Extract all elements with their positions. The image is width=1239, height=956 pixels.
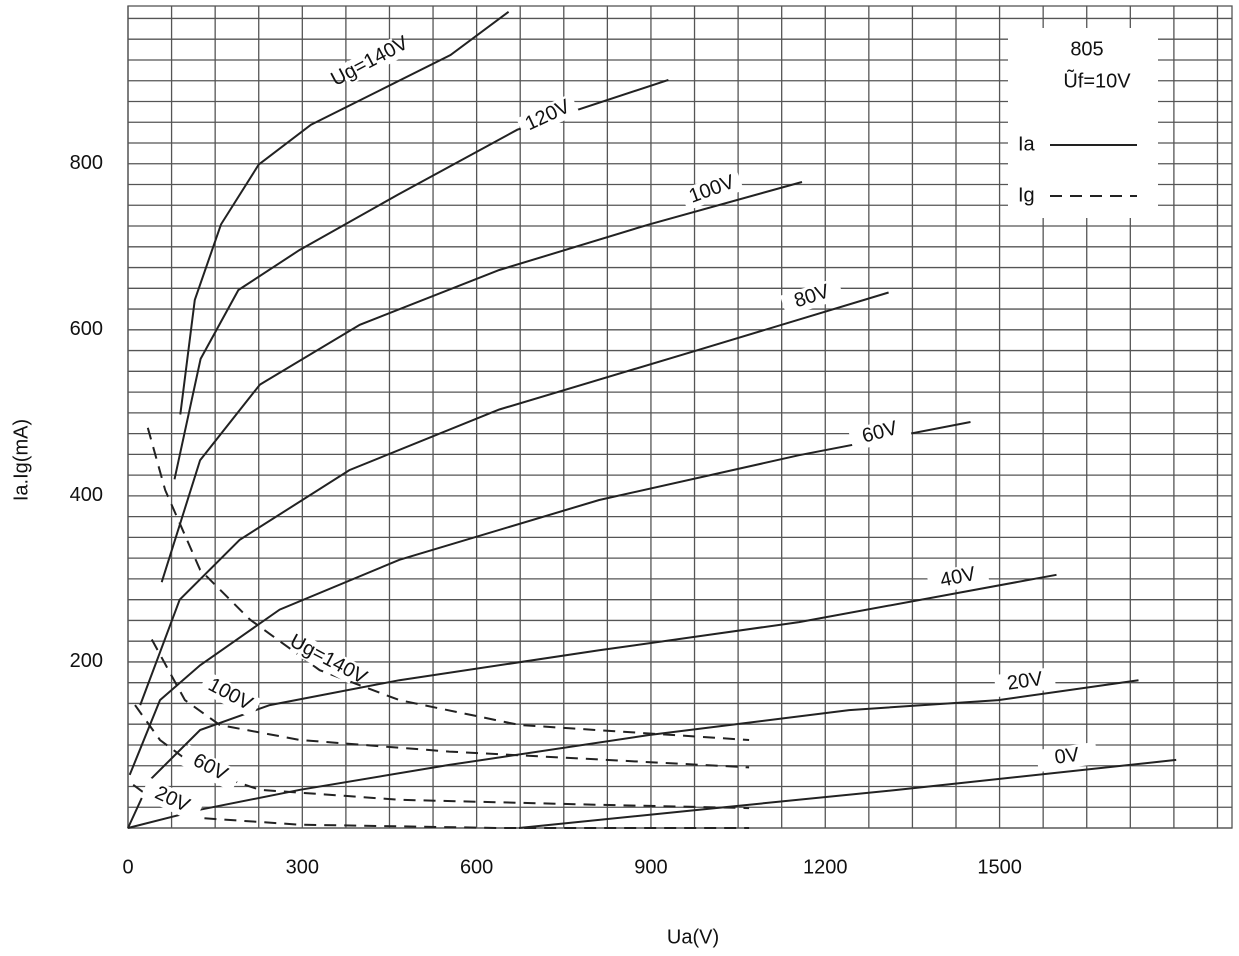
curve-label: Ug=140V [327, 32, 412, 91]
curve-label-bg [338, 38, 402, 86]
annotation: 805 [1070, 38, 1103, 60]
x-tick-label: 0 [122, 856, 133, 878]
y-tick-label: 200 [70, 650, 103, 672]
curve-label-bg [516, 93, 580, 139]
y-tick-label: 800 [70, 152, 103, 174]
annotation: Ũf=10V [1063, 68, 1131, 92]
x-tick-label: 1500 [977, 856, 1022, 878]
y-tick-label: 400 [70, 484, 103, 506]
curve-label: 80V [791, 280, 832, 312]
curve-label-bg [993, 666, 1057, 698]
ia-curve [179, 10, 510, 415]
y-axis-label: Ia.Ig(mA) [10, 419, 32, 501]
ia-curve [139, 291, 889, 706]
y-tick-label: 600 [70, 318, 103, 340]
curve-label-bg [198, 671, 262, 719]
ia-curve [173, 78, 669, 480]
ia-curve [160, 181, 803, 583]
ig-curve [146, 427, 750, 741]
ia-curve [128, 421, 971, 776]
legend-label: Ig [1018, 184, 1035, 206]
x-axis-label: Ua(V) [667, 926, 719, 948]
curve-label: 100V [205, 674, 257, 716]
ia-curve [127, 679, 1139, 829]
curve-label-bg [1035, 741, 1099, 773]
ia-curve [518, 758, 1177, 829]
legend-box [1008, 28, 1158, 218]
plot-frame [127, 5, 1233, 829]
curve-label: Ug=140V [286, 630, 371, 689]
x-tick-label: 300 [286, 856, 319, 878]
curve-label-bg [848, 414, 912, 452]
curve-label: 20V [1006, 668, 1045, 695]
ig-curve [134, 704, 750, 810]
curve-label-bg [780, 277, 844, 317]
curve-label: 40V [938, 563, 978, 592]
legend-label: Ia [1018, 133, 1036, 155]
curve-label-bg [140, 777, 204, 823]
curve-label: 0V [1053, 744, 1081, 769]
curve-label-bg [296, 636, 360, 684]
x-tick-label: 600 [460, 856, 493, 878]
ig-curve [132, 783, 750, 829]
curve-label-bg [680, 169, 744, 211]
curve-label: 60V [860, 417, 901, 448]
x-tick-label: 900 [634, 856, 667, 878]
x-tick-label: 1200 [803, 856, 848, 878]
ia-curve [127, 573, 1057, 829]
curve-label-bg [178, 744, 242, 792]
curve-label-bg [926, 561, 990, 595]
